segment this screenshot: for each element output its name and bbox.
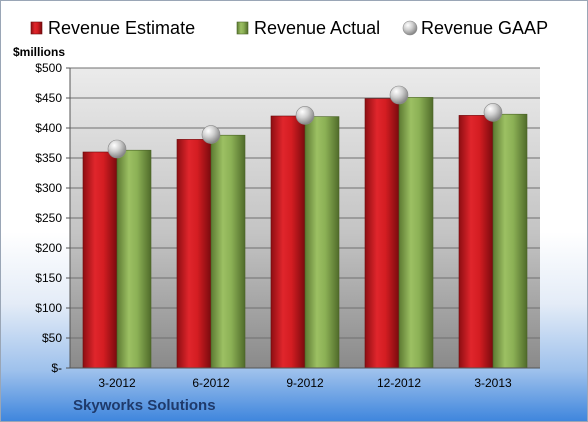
bar-revenue-actual [210,134,246,369]
legend-revenue-estimate-swatch [30,21,43,35]
y-tick-label: $250 [35,211,62,225]
bar-revenue-actual [304,116,340,369]
y-tick-label: $450 [35,91,62,105]
gaap-markers [107,85,503,159]
marker-revenue-gaap [201,125,221,144]
bar-revenue-estimate [364,98,400,369]
x-axis: 3-2012 6-2012 9-2012 12-2012 3-2013 [70,367,540,390]
y-tick-label: $50 [42,331,62,345]
bar-revenue-estimate [82,151,118,369]
marker-revenue-gaap [389,85,409,105]
y-tick-label: $350 [35,151,62,165]
y-axis: $- $50 $100 $150 $200 $250 $300 $350 $400 $450 $50… [35,61,71,375]
y-axis-label: $millions [13,45,65,59]
y-tick-label: $- [51,361,62,375]
y-tick-label: $200 [35,241,62,255]
marker-revenue-gaap [483,103,503,122]
y-tick-label: $500 [35,61,62,75]
y-tick-label: $300 [35,181,62,195]
x-tick-label: 3-2012 [98,376,136,390]
bar-revenue-actual [398,97,434,369]
marker-revenue-gaap [107,139,127,159]
legend-revenue-actual-swatch [236,21,249,35]
legend: Revenue Estimate Revenue Actual Revenue GA… [30,18,548,38]
bar-revenue-estimate [176,139,212,369]
y-tick-label: $100 [35,301,62,315]
bar-revenue-estimate [458,115,494,369]
company-name: Skyworks Solutions [73,397,216,414]
bar-revenue-estimate [270,115,306,369]
x-tick-label: 12-2012 [377,376,421,390]
legend-revenue-gaap-label: Revenue GAAP [421,18,548,38]
x-tick-label: 3-2013 [474,376,512,390]
x-tick-label: 6-2012 [192,376,230,390]
legend-revenue-gaap-swatch [402,20,418,36]
x-tick-label: 9-2012 [286,376,324,390]
bar-revenue-actual [116,149,152,369]
marker-revenue-gaap [295,106,315,125]
bar-revenue-actual [492,113,528,369]
y-tick-label: $150 [35,271,62,285]
bars [82,97,528,369]
legend-revenue-estimate-label: Revenue Estimate [48,18,195,38]
legend-revenue-actual-label: Revenue Actual [254,18,380,38]
y-tick-label: $400 [35,121,62,135]
